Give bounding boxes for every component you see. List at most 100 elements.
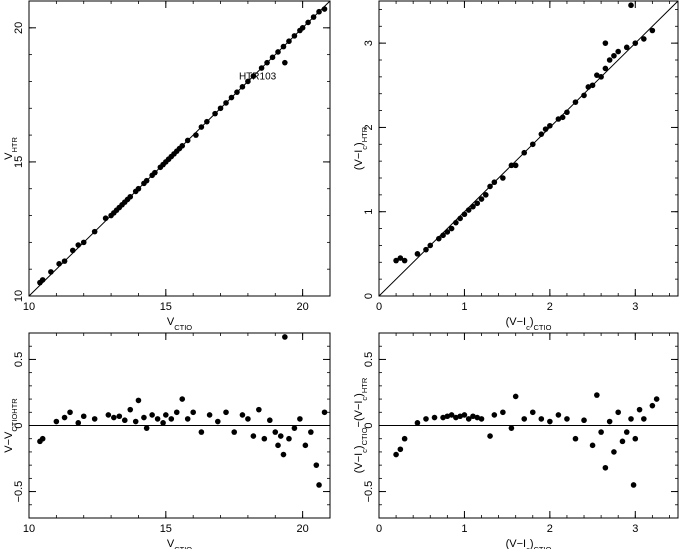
annotation-label: HTR103: [239, 72, 277, 83]
identity-line: [378, 0, 679, 297]
data-point: [67, 409, 73, 416]
data-point: [245, 416, 251, 422]
data-point: [611, 52, 617, 59]
data-point: [487, 433, 493, 439]
data-point: [453, 219, 459, 226]
data-point: [56, 261, 62, 267]
x-tick-label: 15: [160, 523, 172, 535]
data-point: [305, 19, 311, 26]
data-point: [564, 416, 570, 422]
y-tick-label: −0.5: [13, 481, 25, 503]
data-point: [275, 49, 281, 55]
data-point: [198, 429, 205, 435]
data-point: [127, 193, 134, 200]
data-point: [598, 74, 604, 80]
data-point: [630, 482, 637, 488]
data-point: [111, 414, 117, 421]
data-point: [184, 137, 191, 144]
data-point: [234, 89, 240, 95]
data-point: [269, 54, 276, 61]
data-point: [143, 177, 150, 184]
data-point: [272, 429, 279, 435]
y-tick-label: 0: [363, 422, 375, 428]
data-point: [286, 435, 292, 442]
x-tick-label: 10: [23, 523, 35, 535]
data-point: [267, 417, 273, 424]
data-point: [280, 43, 287, 50]
data-point: [649, 27, 656, 34]
data-point: [184, 416, 191, 422]
y-tick-label: −0.5: [363, 481, 375, 503]
data-point: [69, 247, 76, 254]
data-point: [623, 44, 630, 51]
data-point: [282, 334, 288, 340]
panel-bottom-right: 0 1 2 3 0.5 0 −0.5 (V−Ic)CTIO (V−Ic)CTIO−(V−Ic)H…: [353, 332, 679, 549]
data-point: [239, 84, 246, 90]
data-point: [470, 203, 476, 210]
panel-bottom-left: 10 15 20 0.5 0 −0.5 VCTIO V−VCTIOHTR: [3, 332, 331, 549]
y-axis-label: V−VCTIOHTR: [3, 398, 19, 453]
data-point: [594, 392, 600, 398]
data-point: [168, 416, 175, 422]
data-point: [321, 6, 328, 12]
data-point: [602, 464, 609, 471]
data-point: [135, 185, 142, 192]
data-point: [572, 99, 579, 105]
y-tick-label: 0: [363, 293, 375, 299]
data-point: [217, 105, 224, 112]
data-point: [594, 72, 600, 78]
data-point: [91, 416, 98, 422]
data-point: [431, 414, 438, 421]
data-point: [313, 462, 320, 468]
data-point: [589, 442, 596, 449]
panel-top-right: 0 1 2 3 0 1 2 3 (V−Ic)CTIO (V−Ic)HTR: [353, 0, 679, 332]
data-point: [606, 418, 613, 425]
data-point: [606, 57, 613, 63]
data-point: [427, 242, 434, 249]
data-point: [39, 435, 46, 442]
data-point: [448, 225, 455, 232]
data-point: [414, 251, 421, 257]
data-point: [258, 65, 265, 71]
data-point: [628, 2, 634, 9]
data-point: [310, 14, 317, 20]
y-tick-label: 0: [13, 422, 25, 428]
data-point: [636, 406, 643, 413]
data-point: [448, 412, 455, 418]
data-point: [250, 433, 257, 439]
data-point: [529, 409, 536, 416]
panel-top-left: 10 15 20 10 15 20 HTR103 VCTIO VHTR: [3, 0, 331, 332]
data-point: [585, 84, 592, 90]
data-point: [465, 207, 472, 213]
data-point: [508, 162, 515, 169]
data-point: [61, 414, 68, 421]
data-point: [508, 425, 515, 431]
data-point: [228, 94, 235, 101]
data-point: [619, 438, 626, 445]
data-point: [116, 413, 123, 420]
data-point: [500, 175, 506, 181]
data-point: [121, 417, 128, 424]
data-point: [204, 118, 210, 125]
data-point: [529, 141, 536, 148]
data-point: [457, 413, 463, 420]
data-point: [482, 192, 489, 198]
data-point: [163, 412, 169, 418]
x-tick-label: 1: [461, 523, 467, 535]
data-point: [632, 435, 639, 442]
data-point: [465, 416, 472, 422]
x-tick-label: 2: [547, 523, 553, 535]
plot-frame: [378, 0, 679, 297]
data-point: [538, 131, 545, 137]
x-tick-label: 0: [376, 301, 382, 313]
data-point: [275, 442, 281, 449]
data-point: [190, 409, 196, 416]
data-point: [297, 416, 303, 422]
y-tick-label: 0.5: [363, 352, 375, 367]
data-point: [564, 109, 570, 116]
y-axis-label: (V−Ic)HTR: [353, 126, 369, 170]
data-point: [223, 409, 229, 416]
data-point: [623, 429, 630, 435]
data-point: [141, 414, 147, 421]
